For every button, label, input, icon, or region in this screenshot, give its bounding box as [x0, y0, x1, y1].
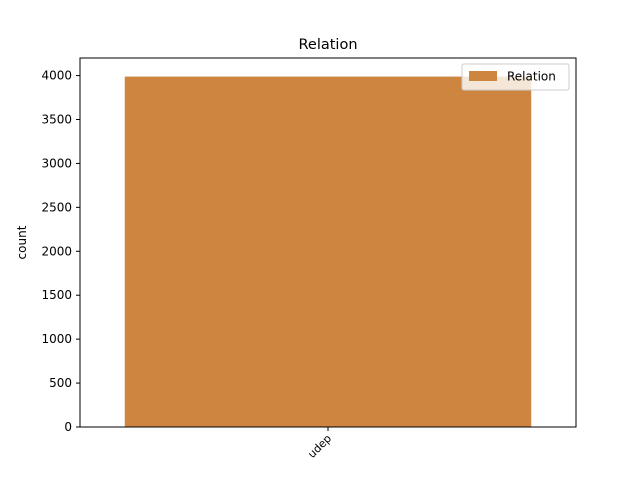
- legend-swatch-relation: [469, 71, 497, 81]
- y-tick-label: 4000: [41, 69, 72, 83]
- y-tick-label: 2500: [41, 200, 72, 214]
- y-tick-label: 3500: [41, 113, 72, 127]
- y-tick-label: 1500: [41, 288, 72, 302]
- legend-label-relation: Relation: [507, 70, 556, 84]
- legend: Relation: [461, 63, 570, 91]
- y-tick-label: 2000: [41, 244, 72, 258]
- y-axis-ticks: 0 500 1000 1500 2000 2500 3000 3500 4000: [41, 69, 80, 434]
- bars-group: [124, 76, 532, 428]
- y-tick-label: 500: [49, 376, 72, 390]
- plot-area: [79, 57, 577, 428]
- legend-box: [461, 63, 570, 91]
- y-tick-label: 1000: [41, 332, 72, 346]
- y-axis-label: count: [15, 225, 29, 259]
- y-tick-label: 0: [64, 420, 72, 434]
- y-tick-label: 3000: [41, 156, 72, 170]
- bar-udep: [124, 76, 532, 428]
- chart-title: Relation: [298, 37, 357, 53]
